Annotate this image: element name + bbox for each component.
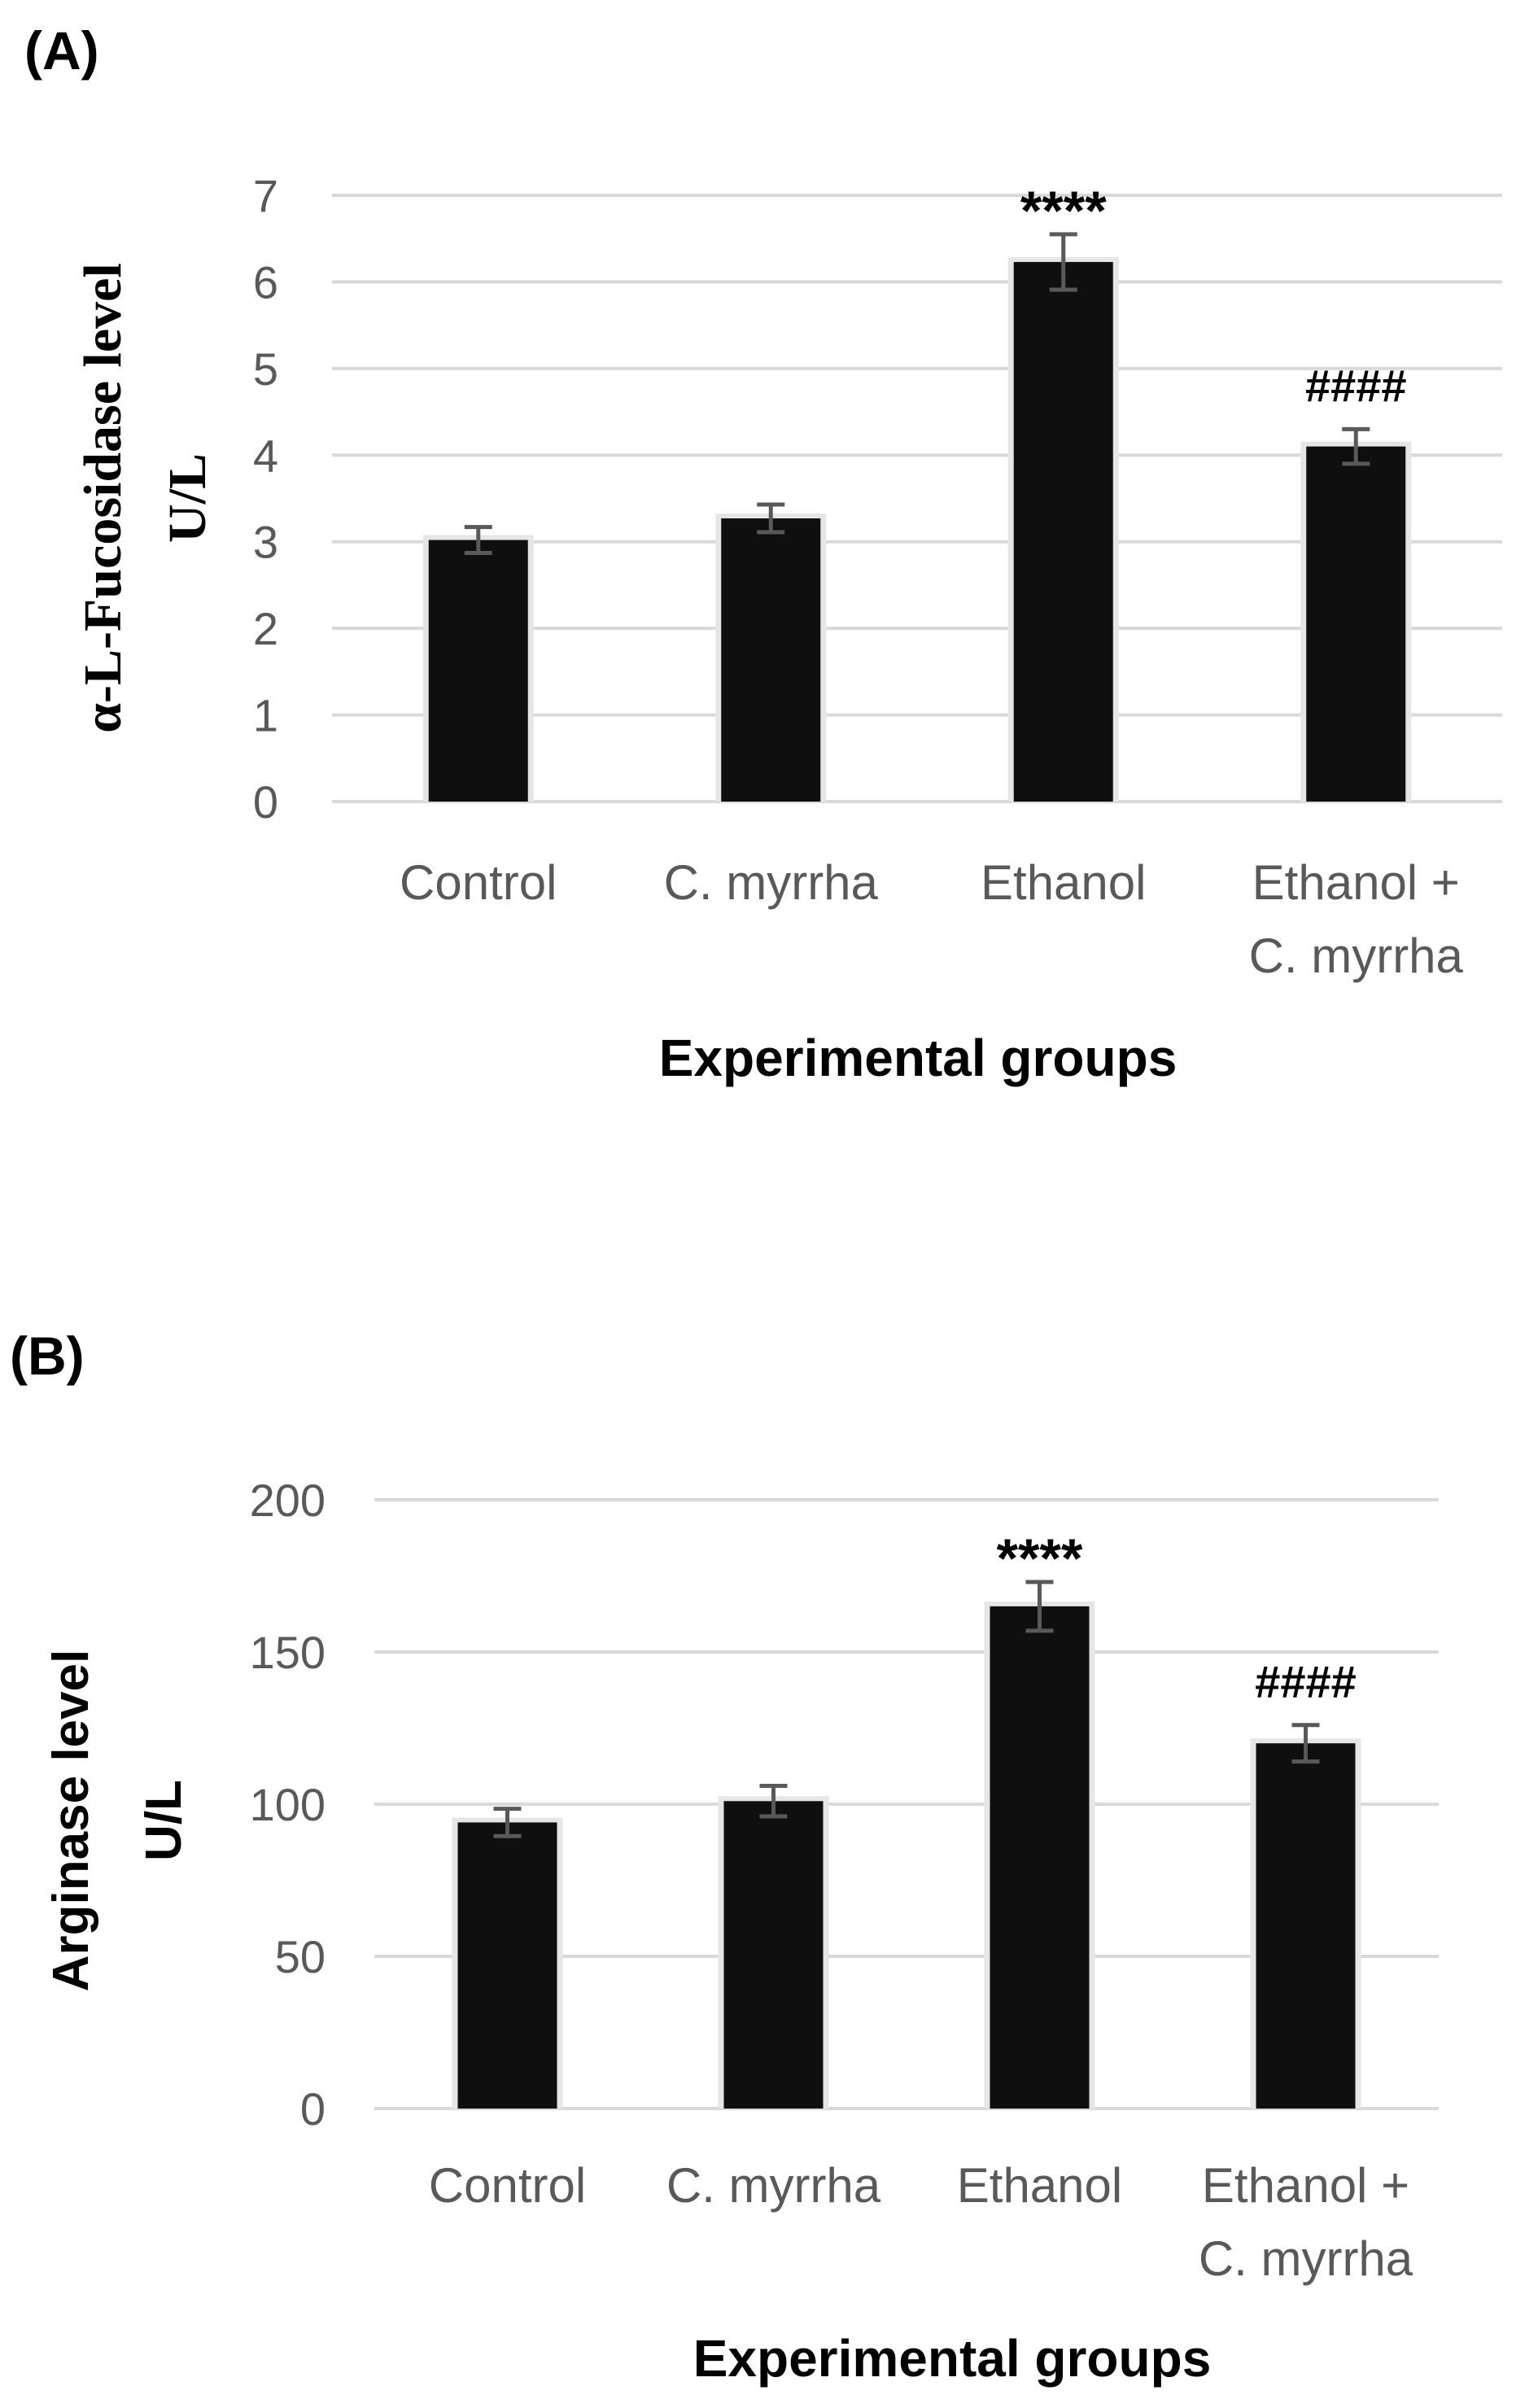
bar-b-0 — [457, 1822, 557, 2109]
y-tick-a-5: 5 — [253, 343, 278, 395]
x-category-b-3-1: C. myrrha — [1199, 2231, 1413, 2286]
bar-a-0 — [428, 540, 528, 802]
y-tick-a-1: 1 — [253, 690, 278, 741]
x-category-b-2-0: Ethanol — [957, 2158, 1123, 2213]
x-category-a-1-0: C. myrrha — [664, 855, 879, 910]
bar-b-2 — [990, 1606, 1090, 2109]
y-tick-a-7: 7 — [253, 170, 278, 221]
significance-b-2: **** — [997, 1527, 1083, 1589]
bar-a-3 — [1306, 446, 1406, 802]
chart-a: (A) 0 1 2 3 4 5 6 7 Control C. myrrha **** Ethanol #… — [24, 20, 1502, 1087]
y-axis-title-a-0: α-L-Fucosidase level — [73, 263, 133, 733]
significance-b-3: #### — [1255, 1656, 1357, 1707]
x-category-b-0-0: Control — [429, 2158, 586, 2213]
y-axis-title-a-1: U/L — [158, 453, 217, 543]
panel-label-a: (A) — [24, 20, 99, 81]
y-tick-a-4: 4 — [253, 430, 278, 481]
significance-a-3: #### — [1305, 360, 1407, 411]
y-tick-b-150: 150 — [250, 1627, 326, 1678]
y-tick-b-0: 0 — [300, 2083, 326, 2135]
x-category-b-3-0: Ethanol + — [1202, 2158, 1409, 2213]
y-axis-title-b-1: U/L — [136, 1780, 192, 1861]
chart-a-plot: 0 1 2 3 4 5 6 7 Control C. myrrha **** Ethanol #### E… — [73, 170, 1502, 1087]
panel-label-b: (B) — [10, 1326, 85, 1386]
bar-b-3 — [1256, 1743, 1356, 2109]
chart-b-plot: 0 50 100 150 200 Control C. myrrha **** Ethanol #… — [43, 1475, 1439, 2388]
x-category-a-0-0: Control — [400, 855, 557, 910]
y-tick-a-0: 0 — [253, 776, 278, 828]
x-category-a-3-1: C. myrrha — [1249, 929, 1464, 983]
y-axis-title-b-0: Arginase level — [43, 1650, 99, 1991]
y-tick-a-2: 2 — [253, 603, 278, 654]
x-axis-title-a: Experimental groups — [659, 1029, 1178, 1087]
significance-a-2: **** — [1020, 180, 1107, 242]
y-tick-a-6: 6 — [253, 256, 278, 308]
bar-b-1 — [723, 1801, 824, 2109]
x-axis-title-b: Experimental groups — [693, 2329, 1212, 2388]
x-category-a-2-0: Ethanol — [981, 855, 1147, 910]
bar-a-1 — [721, 518, 821, 802]
y-tick-a-3: 3 — [253, 517, 278, 568]
x-category-a-3-0: Ethanol + — [1252, 855, 1460, 910]
bar-a-2 — [1013, 261, 1113, 802]
chart-b: (B) 0 50 100 150 200 Control C. myrrha **** Etha… — [0, 1204, 1538, 2408]
y-tick-b-200: 200 — [250, 1475, 326, 1526]
y-tick-b-50: 50 — [275, 1931, 326, 1982]
x-category-b-1-0: C. myrrha — [666, 2158, 881, 2213]
y-tick-b-100: 100 — [250, 1779, 326, 1830]
